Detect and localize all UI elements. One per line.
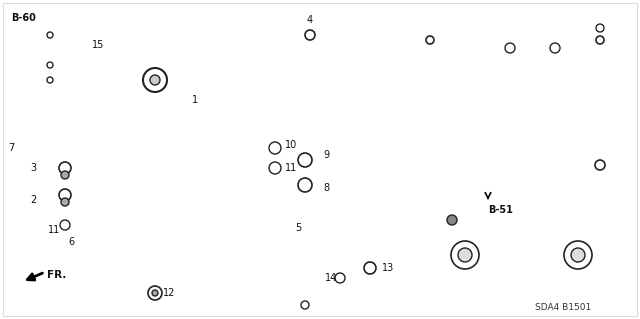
Text: FR.: FR. <box>47 270 67 280</box>
Circle shape <box>595 160 605 170</box>
Circle shape <box>47 62 53 68</box>
Text: B-51: B-51 <box>488 205 513 215</box>
Circle shape <box>152 290 158 296</box>
Circle shape <box>451 241 479 269</box>
Circle shape <box>47 32 53 38</box>
Text: 14: 14 <box>325 273 337 283</box>
Bar <box>8 14 108 94</box>
Circle shape <box>335 273 345 283</box>
Circle shape <box>61 198 69 206</box>
Circle shape <box>364 262 376 274</box>
Text: 3: 3 <box>30 163 36 173</box>
Circle shape <box>426 36 434 44</box>
Circle shape <box>59 189 71 201</box>
Bar <box>298 265 313 290</box>
Text: 4: 4 <box>307 15 313 25</box>
Circle shape <box>301 301 309 309</box>
Text: 12: 12 <box>163 288 175 298</box>
Text: 5: 5 <box>295 223 301 233</box>
Text: 2: 2 <box>30 195 36 205</box>
Circle shape <box>298 178 312 192</box>
Circle shape <box>143 68 167 92</box>
Circle shape <box>571 248 585 262</box>
Text: 11: 11 <box>285 163 297 173</box>
Circle shape <box>148 286 162 300</box>
Polygon shape <box>430 178 615 255</box>
Circle shape <box>596 36 604 44</box>
Text: 7: 7 <box>8 143 14 153</box>
Circle shape <box>60 220 70 230</box>
Text: SDA4 B1501: SDA4 B1501 <box>535 303 591 313</box>
Circle shape <box>269 162 281 174</box>
Circle shape <box>305 30 315 40</box>
Circle shape <box>564 241 592 269</box>
Text: 8: 8 <box>323 183 329 193</box>
Text: 1: 1 <box>192 95 198 105</box>
Polygon shape <box>100 90 200 260</box>
Circle shape <box>61 171 69 179</box>
Circle shape <box>505 43 515 53</box>
Circle shape <box>150 75 160 85</box>
Text: 11: 11 <box>48 225 60 235</box>
Text: 10: 10 <box>285 140 297 150</box>
Circle shape <box>458 248 472 262</box>
Text: 13: 13 <box>382 263 394 273</box>
Text: 6: 6 <box>68 237 74 247</box>
Text: B-60: B-60 <box>11 13 36 23</box>
Circle shape <box>447 215 457 225</box>
Circle shape <box>269 142 281 154</box>
Bar <box>420 10 610 185</box>
Text: 9: 9 <box>323 150 329 160</box>
Circle shape <box>47 77 53 83</box>
Circle shape <box>596 24 604 32</box>
Text: 15: 15 <box>92 40 104 50</box>
Circle shape <box>298 153 312 167</box>
Circle shape <box>550 43 560 53</box>
Circle shape <box>59 162 71 174</box>
